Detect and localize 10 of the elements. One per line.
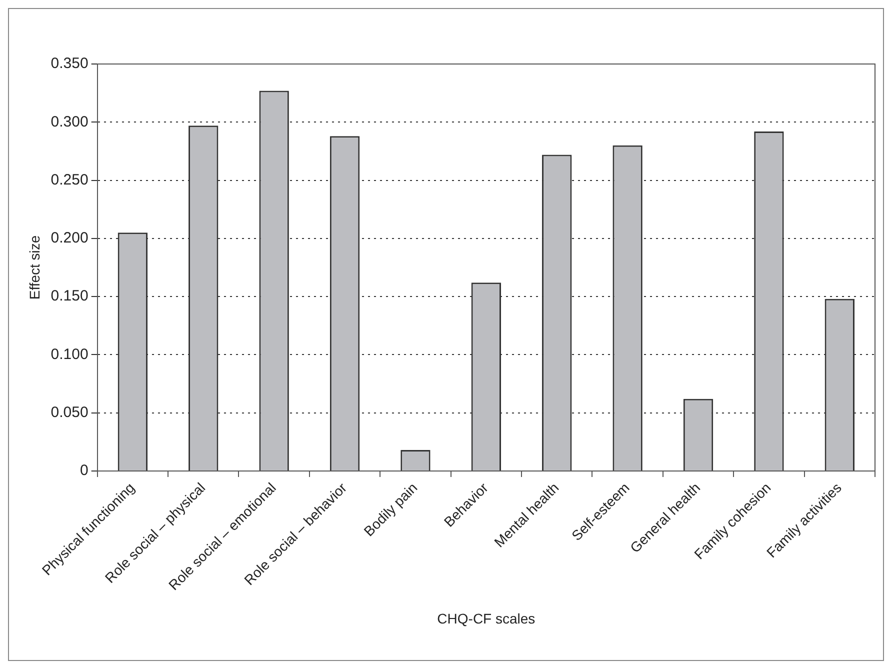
y-tick-label: 0.350 [50, 55, 88, 72]
y-tick-label: 0.150 [50, 288, 88, 305]
y-tick-label: 0.300 [50, 113, 88, 130]
y-axis-title: Effect size [26, 235, 42, 300]
y-tick-label: 0.100 [50, 346, 88, 363]
x-axis-title: CHQ-CF scales [437, 610, 536, 626]
y-tick-label: 0 [80, 462, 88, 480]
y-tick-label: 0.200 [50, 230, 88, 247]
y-tick-label: 0.250 [50, 171, 88, 188]
y-tick-label: 0.050 [50, 404, 88, 421]
